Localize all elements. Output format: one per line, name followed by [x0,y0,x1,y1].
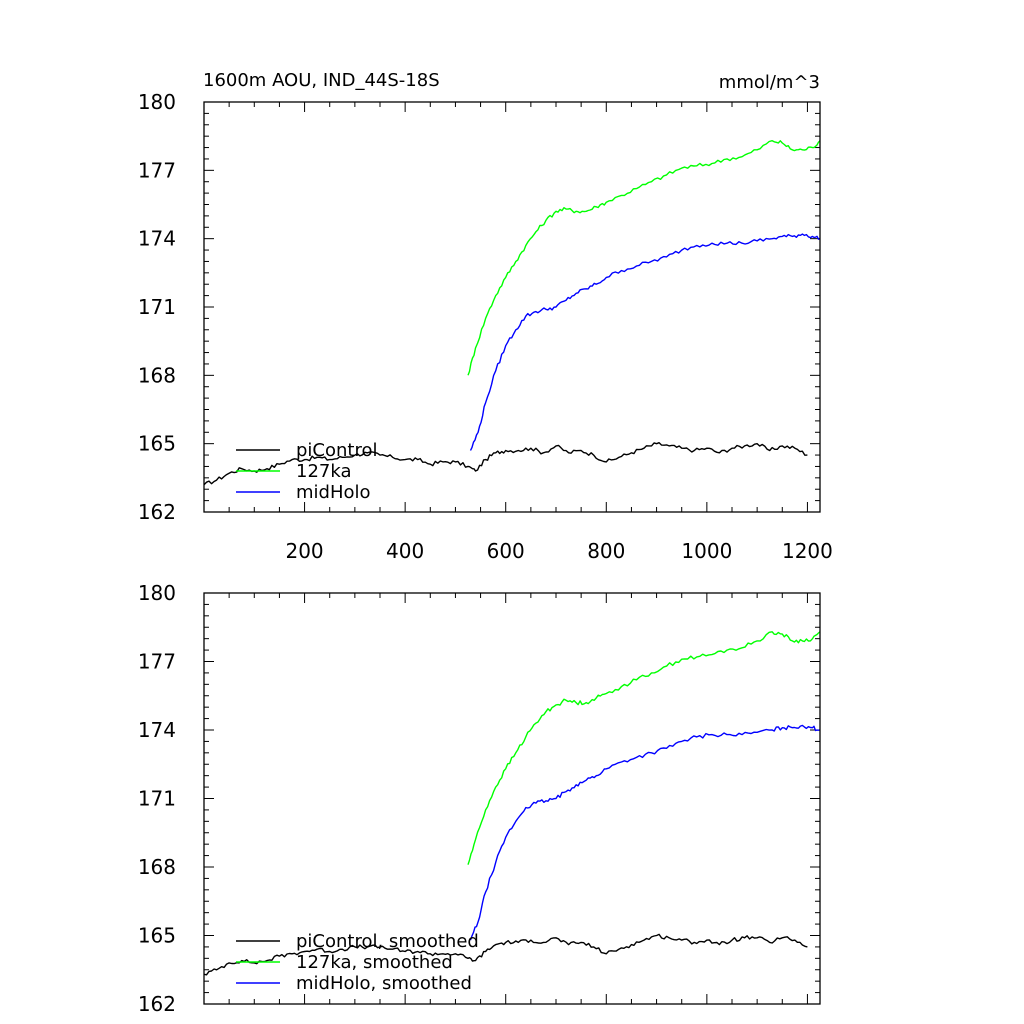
plot-frame [203,592,821,1005]
x-axis-labels: 200 400 600 800 1000 1200 [285,539,832,563]
axis-ticks [204,592,820,1005]
legend-label: piControl [296,440,378,461]
y-tick-label: 165 [138,924,176,948]
series-line-midholo-smoothed [469,724,821,941]
y-tick-label: 174 [138,718,176,742]
y-tick-label: 180 [138,90,176,114]
y-tick-label: 171 [138,295,176,319]
series-line-127ka [467,140,821,376]
y-tick-label: 171 [138,787,176,811]
series-lines [203,631,821,976]
y-tick-label: 165 [138,432,176,456]
series-lines [203,140,821,486]
y-tick-label: 177 [138,158,176,182]
legend-label: 127ka [296,461,352,482]
x-tick-label: 400 [386,539,424,563]
legend-label: midHolo [296,482,371,503]
units-label: mmol/m^3 [719,72,820,93]
axis-ticks [204,101,820,513]
legend-label: midHolo, smoothed [296,973,472,994]
chart-title: 1600m AOU, IND_44S-18S [203,70,440,91]
x-tick-label: 600 [487,539,525,563]
y-axis-labels: 162 165 168 171 174 177 180 [138,581,176,1016]
y-tick-label: 162 [138,500,176,524]
y-tick-label: 177 [138,650,176,674]
y-tick-label: 180 [138,581,176,605]
y-tick-label: 168 [138,855,176,879]
x-tick-label: 1200 [782,539,833,563]
y-tick-label: 168 [138,363,176,387]
x-tick-label: 200 [285,539,323,563]
chart-panel-bottom: 162 165 168 171 174 177 180 piControl, smoothe… [138,581,821,1016]
y-tick-label: 174 [138,227,176,251]
series-line-picontrol [203,442,808,486]
legend-label: piControl, smoothed [296,931,479,952]
series-line-127ka-smoothed [467,631,821,865]
x-tick-label: 800 [587,539,625,563]
chart-panel-top: 1600m AOU, IND_44S-18S mmol/m^3 16216516… [138,70,833,563]
y-axis-labels: 162 165 168 171 174 177 180 [138,90,176,524]
series-line-midholo [469,233,821,451]
y-tick-label: 162 [138,992,176,1016]
plot-frame [203,101,821,513]
legend-label: 127ka, smoothed [296,952,453,973]
series-line-picontrol-smoothed [203,933,808,976]
x-tick-label: 1000 [681,539,732,563]
